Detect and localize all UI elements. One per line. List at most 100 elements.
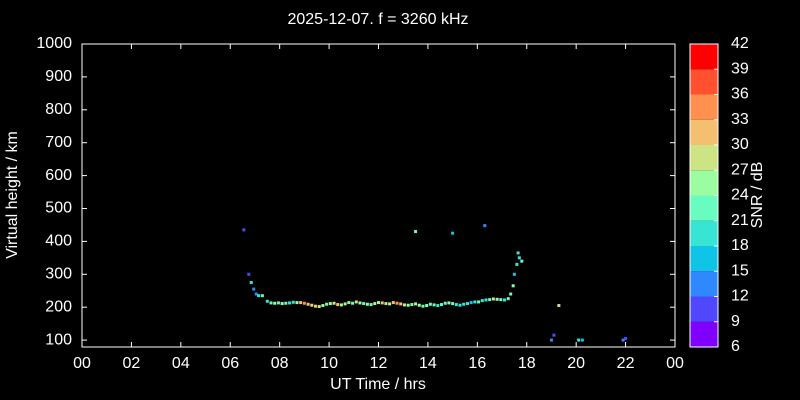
point — [495, 297, 499, 301]
point — [499, 298, 503, 302]
point — [391, 301, 395, 305]
x-tick-label: 02 — [123, 355, 141, 372]
point — [257, 294, 261, 298]
point — [515, 262, 519, 266]
point — [503, 298, 507, 302]
point — [242, 228, 246, 232]
point — [517, 256, 521, 260]
point — [369, 303, 373, 307]
point — [443, 301, 447, 305]
x-tick-label: 14 — [419, 355, 437, 372]
x-tick-label: 22 — [617, 355, 635, 372]
point — [484, 298, 488, 302]
point — [252, 287, 256, 291]
point — [247, 272, 251, 276]
point — [373, 302, 377, 306]
colorbar-tick-label: 21 — [731, 212, 749, 229]
point — [506, 297, 510, 301]
x-tick-label: 20 — [567, 355, 585, 372]
point — [465, 302, 469, 306]
point — [276, 301, 280, 305]
colorbar-band — [690, 94, 718, 120]
x-tick-label: 04 — [172, 355, 190, 372]
point — [417, 303, 421, 307]
point — [302, 301, 306, 305]
point — [280, 302, 284, 306]
point — [299, 301, 303, 305]
y-tick-label: 800 — [45, 101, 72, 118]
point — [552, 333, 556, 337]
y-tick-label: 600 — [45, 167, 72, 184]
point — [310, 303, 314, 307]
point — [511, 284, 515, 288]
point — [306, 302, 310, 306]
point — [621, 338, 625, 342]
point — [483, 224, 487, 228]
x-tick-label: 00 — [73, 355, 91, 372]
point — [269, 301, 273, 305]
point — [343, 302, 347, 306]
colorbar-tick-label: 6 — [731, 338, 740, 355]
y-tick-label: 100 — [45, 331, 72, 348]
point — [260, 294, 264, 298]
colorbar-tick-label: 18 — [731, 237, 749, 254]
colorbar-band — [690, 296, 718, 322]
colorbar-band — [690, 271, 718, 297]
point — [380, 301, 384, 305]
point — [432, 303, 436, 307]
point — [347, 301, 351, 305]
point — [488, 298, 492, 302]
point — [295, 301, 299, 305]
colorbar-tick-label: 42 — [731, 35, 749, 52]
colorbar-label: SNR / dB — [749, 162, 766, 229]
point — [428, 302, 432, 306]
colorbar-band — [690, 321, 718, 347]
point — [473, 300, 477, 304]
colorbar-tick-label: 27 — [731, 161, 749, 178]
point — [458, 303, 462, 307]
point — [325, 302, 329, 306]
y-tick-label: 900 — [45, 68, 72, 85]
x-tick-label: 00 — [666, 355, 684, 372]
point — [406, 303, 410, 307]
point — [549, 338, 553, 342]
point — [557, 304, 561, 308]
y-axis-label: Virtual height / km — [4, 131, 21, 259]
point — [469, 301, 473, 305]
x-axis-label: UT Time / hrs — [330, 376, 426, 393]
point — [454, 303, 458, 307]
point — [462, 302, 466, 306]
colorbar-band — [690, 145, 718, 171]
point — [339, 303, 343, 307]
point — [624, 336, 628, 340]
point — [328, 302, 332, 306]
point — [414, 302, 418, 306]
point — [321, 304, 325, 308]
y-tick-label: 1000 — [36, 35, 72, 52]
y-tick-label: 700 — [45, 134, 72, 151]
point — [477, 300, 481, 304]
point — [410, 303, 414, 307]
point — [395, 301, 399, 305]
y-tick-label: 400 — [45, 233, 72, 250]
x-tick-label: 12 — [370, 355, 388, 372]
point — [332, 301, 336, 305]
x-tick-label: 08 — [271, 355, 289, 372]
colorbar-tick-label: 9 — [731, 313, 740, 330]
colorbar-band — [690, 170, 718, 196]
point — [480, 299, 484, 303]
point — [358, 301, 362, 305]
point — [440, 303, 444, 307]
point — [365, 302, 369, 306]
point — [354, 300, 358, 304]
point — [351, 301, 355, 305]
point — [421, 304, 425, 308]
x-tick-label: 16 — [468, 355, 486, 372]
point — [447, 301, 451, 305]
colorbar-tick-label: 39 — [731, 60, 749, 77]
point — [388, 302, 392, 306]
point — [273, 301, 277, 305]
point — [265, 299, 269, 303]
point — [516, 251, 520, 255]
